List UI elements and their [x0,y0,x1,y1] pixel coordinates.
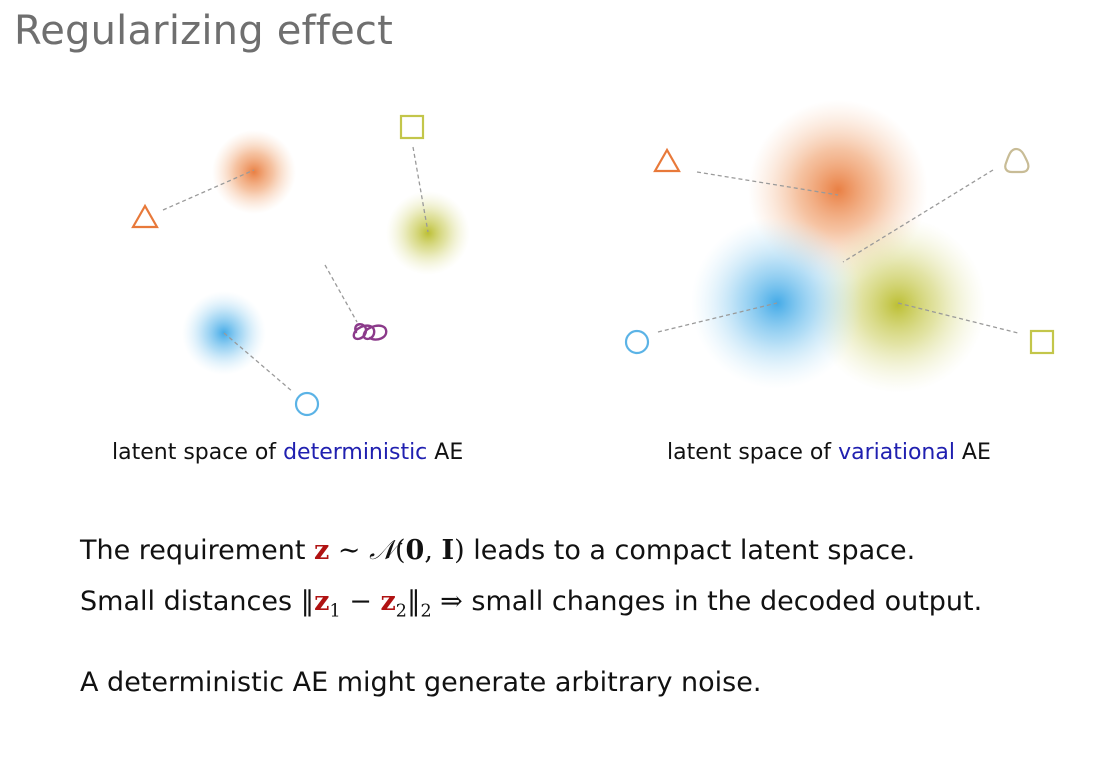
square-icon [399,114,425,140]
circle-icon [624,329,650,355]
caption-deterministic: latent space of deterministic AE [112,440,463,465]
caption-suffix: AE [954,440,991,465]
math-z: z [313,535,330,566]
orange-latent-blob [212,130,296,214]
triangle-icon [131,203,159,229]
text-line-noise: A deterministic AE might generate arbitr… [80,667,762,698]
circle-icon [294,391,320,417]
latent-space-figure [131,100,1055,417]
olive-latent-blob [386,191,470,275]
text-line-distances: Small distances ‖z1 − z2‖2 ⇒ small chang… [80,586,982,621]
math-z2: z [380,586,396,617]
math-comma: , [424,535,442,566]
math-subscript: 2 [395,601,407,622]
caption-prefix: latent space of [112,440,284,465]
math-identity: I [441,535,455,566]
math-minus: − [340,586,381,617]
math-subscript: 1 [329,601,341,622]
olive-link-line [412,146,429,233]
text-segment: leads to a compact latent space. [464,535,916,566]
blob-icon [1004,147,1030,174]
square-icon [1029,329,1055,355]
noise-link-line [324,264,358,323]
orange-link-line [696,171,839,196]
caption-variational: latent space of variational AE [667,440,991,465]
text-line-requirement: The requirement z ∼ 𝒩(0, I) leads to a c… [80,535,915,567]
slide-title: Regularizing effect [14,8,393,54]
math-sim: ∼ [329,535,370,566]
text-segment: small changes in the decoded output. [471,586,983,617]
blue-link-line [223,332,294,393]
scribble-icon [352,323,388,341]
caption-highlight: deterministic [283,440,428,465]
orange-link-line [162,169,255,211]
math-paren: ) [454,535,465,566]
math-subscript: 2 [420,601,432,622]
caption-prefix: latent space of [667,440,839,465]
variational-latent-space [624,100,1055,393]
math-z1: z [314,586,330,617]
caption-suffix: AE [427,440,464,465]
text-segment: The requirement [80,535,314,566]
math-paren: ( [395,535,406,566]
math-norm: ‖ [406,586,421,617]
olive-latent-distribution [810,217,986,393]
math-implies: ⇒ [431,586,472,617]
text-segment: Small distances [80,586,301,617]
caption-highlight: variational [838,440,955,465]
deterministic-latent-space [131,114,470,417]
beige-link-line [842,169,994,263]
triangle-icon [653,147,681,173]
math-zero: 0 [405,535,425,566]
math-normal: 𝒩 [369,535,395,566]
math-norm: ‖ [300,586,315,617]
